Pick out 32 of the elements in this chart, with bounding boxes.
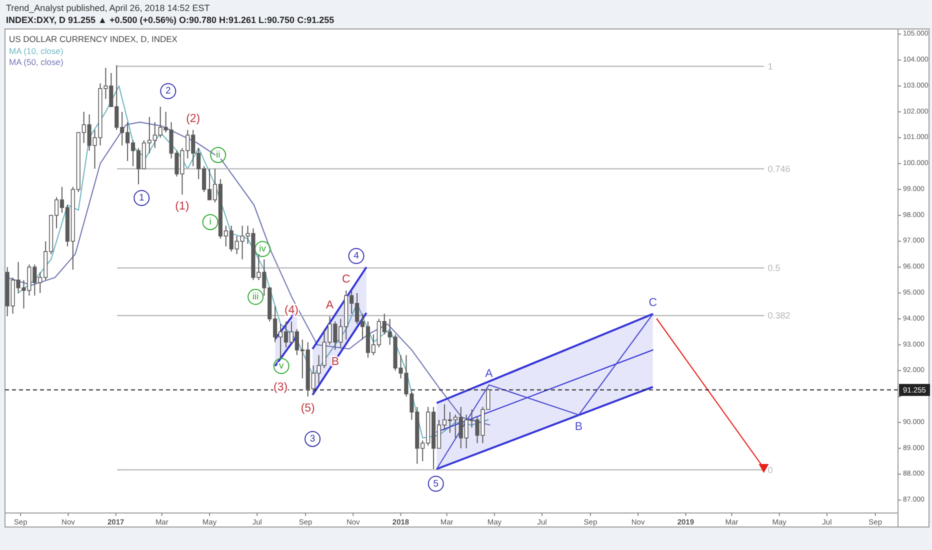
annotation: i (209, 216, 212, 228)
annotation: v (278, 360, 284, 372)
text: US DOLLAR CURRENCY INDEX, D, INDEX (9, 34, 178, 44)
point (758, 464, 769, 473)
annotation: 4 (354, 250, 359, 262)
annotation: 1 (138, 192, 144, 204)
annotation: iv (259, 244, 266, 254)
annotation: A (326, 299, 334, 312)
annotation: 2 (165, 86, 171, 97)
annotation: A (485, 368, 494, 380)
annotation: (5) (300, 402, 316, 415)
annotation: 0.382 (768, 310, 790, 321)
annotation: 0 (768, 464, 773, 475)
annotation: 5 (433, 478, 439, 490)
annotation: B (574, 420, 583, 433)
point (273, 358, 290, 374)
annotation: 0.5 (768, 262, 780, 273)
annotation: (2) (186, 112, 200, 125)
annotation: 3 (310, 433, 316, 444)
annotation: (3) (274, 382, 288, 394)
point (210, 147, 226, 164)
annotation: C (342, 273, 350, 286)
text: MA (10, close) (9, 46, 64, 56)
annotation: (1) (175, 200, 190, 213)
annotation: iii (252, 291, 259, 302)
text: Trend_Analyst published, April 26, 2018 14:52 EST (6, 3, 210, 13)
chart-subtitle: INDEX:DXY, D 91.255 ▲ +0.500 (+0.56%) O:90.780 H:91.261 L:90.750 C:91.255 (6, 15, 334, 25)
annotation: 0.746 (768, 164, 790, 174)
text: MA (50, close) (9, 57, 64, 67)
annotation: 1 (768, 61, 773, 72)
point (202, 214, 218, 230)
annotation: C (648, 296, 658, 309)
